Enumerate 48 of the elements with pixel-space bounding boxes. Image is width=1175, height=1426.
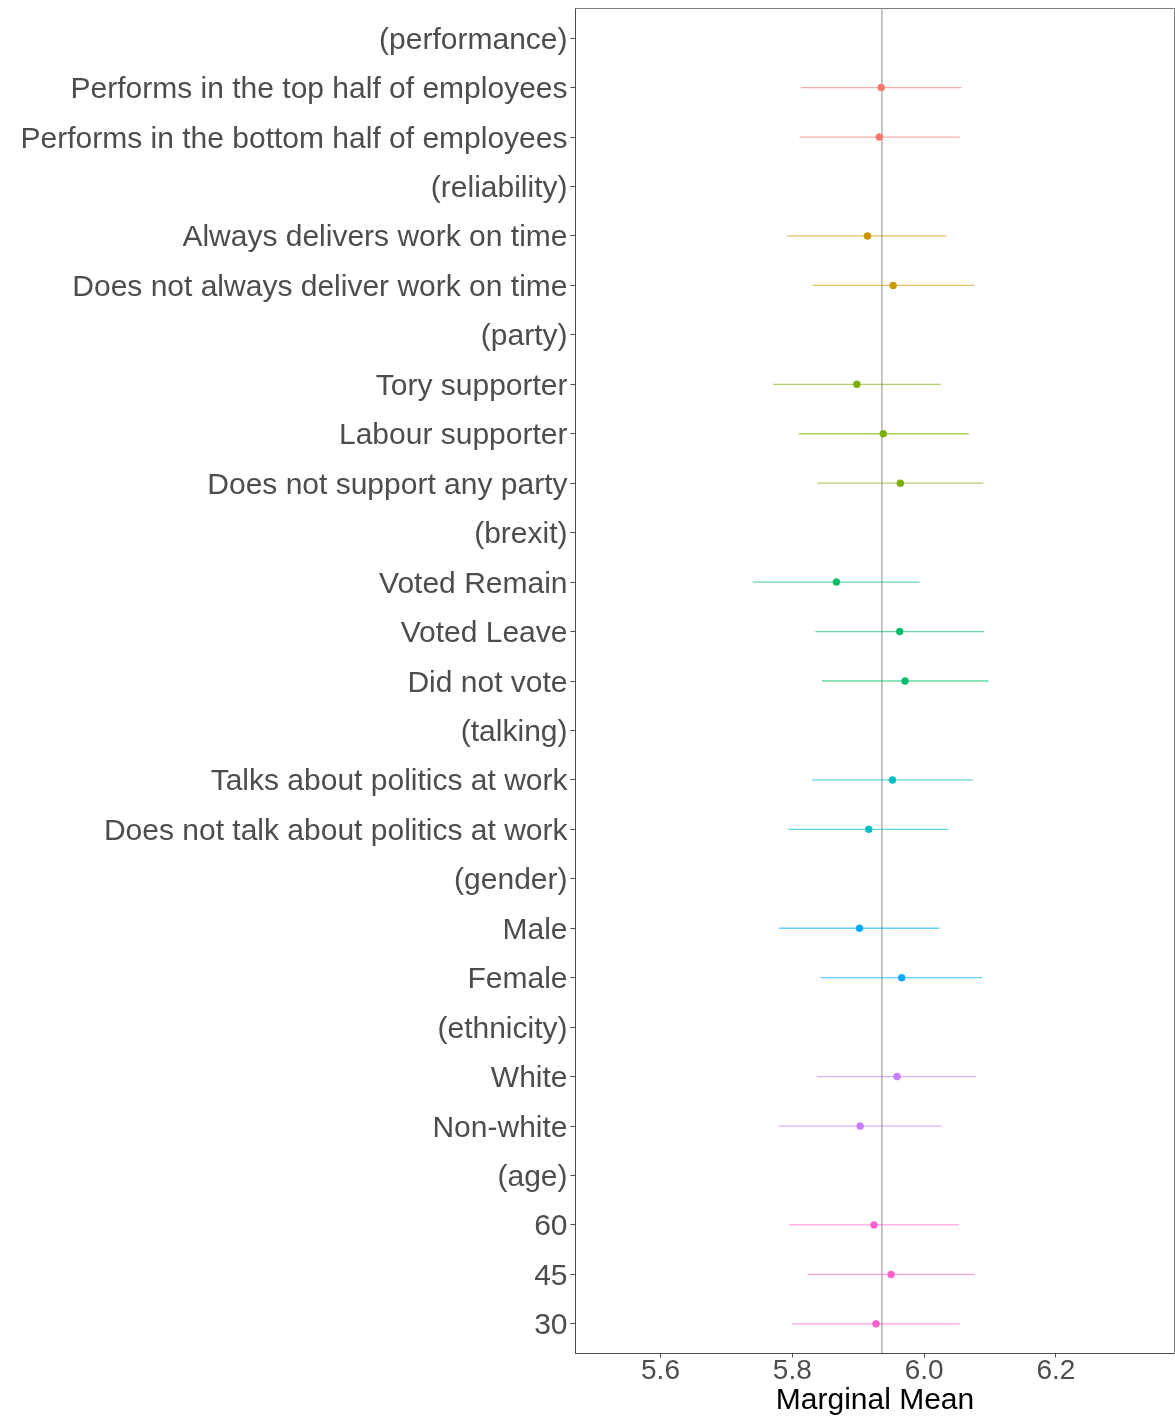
x-tick-label: 5.6 <box>641 1353 680 1385</box>
y-tick-label: Does not always deliver work on time <box>72 268 568 302</box>
point <box>863 232 872 240</box>
y-tick-label: 45 <box>534 1257 568 1291</box>
point <box>897 973 906 982</box>
y-tick-label: (gender) <box>454 862 568 896</box>
point <box>887 1270 895 1279</box>
point <box>855 924 864 932</box>
point <box>877 83 886 92</box>
point <box>864 825 873 834</box>
point <box>870 1221 878 1229</box>
y-tick-label: (party) <box>480 318 568 352</box>
point <box>901 677 909 685</box>
y-tick-label: Non-white <box>432 1109 568 1143</box>
y-tick-label: (brexit) <box>474 516 568 550</box>
y-tick-label: 60 <box>534 1208 568 1242</box>
y-tick-label: Voted Remain <box>379 565 568 599</box>
y-tick-label: Performs in the top half of employees <box>70 71 568 105</box>
point <box>872 1320 880 1328</box>
y-tick-label: 30 <box>534 1307 568 1341</box>
point <box>893 1072 901 1081</box>
point <box>832 578 841 586</box>
x-tick-label: 6.2 <box>1036 1353 1076 1385</box>
y-tick-label: (age) <box>497 1158 568 1192</box>
y-tick-label: Voted Leave <box>400 615 568 649</box>
y-tick-label: Male <box>502 911 568 945</box>
point <box>853 380 861 389</box>
y-tick-label: Does not support any party <box>207 466 568 500</box>
point <box>889 281 897 290</box>
y-tick-label: Always delivers work on time <box>182 219 568 253</box>
point <box>879 430 887 438</box>
y-tick-label: Did not vote <box>407 664 568 698</box>
y-tick-label: Talks about politics at work <box>210 763 569 797</box>
y-tick-label: Tory supporter <box>375 367 568 401</box>
y-tick-label: White <box>490 1060 568 1094</box>
y-tick-label: (ethnicity) <box>437 1010 568 1044</box>
point <box>856 1122 864 1130</box>
y-tick-label: Performs in the bottom half of employees <box>20 120 568 154</box>
y-tick-label: Does not talk about politics at work <box>103 812 569 846</box>
point <box>888 776 897 784</box>
y-tick-label: (reliability) <box>430 170 568 204</box>
y-tick-label: Labour supporter <box>339 417 568 451</box>
point <box>896 479 905 487</box>
point <box>875 133 884 141</box>
y-tick-label: Female <box>467 961 568 995</box>
y-tick-label: (performance) <box>379 21 568 55</box>
y-tick-label: (talking) <box>460 713 568 747</box>
point <box>895 627 904 636</box>
